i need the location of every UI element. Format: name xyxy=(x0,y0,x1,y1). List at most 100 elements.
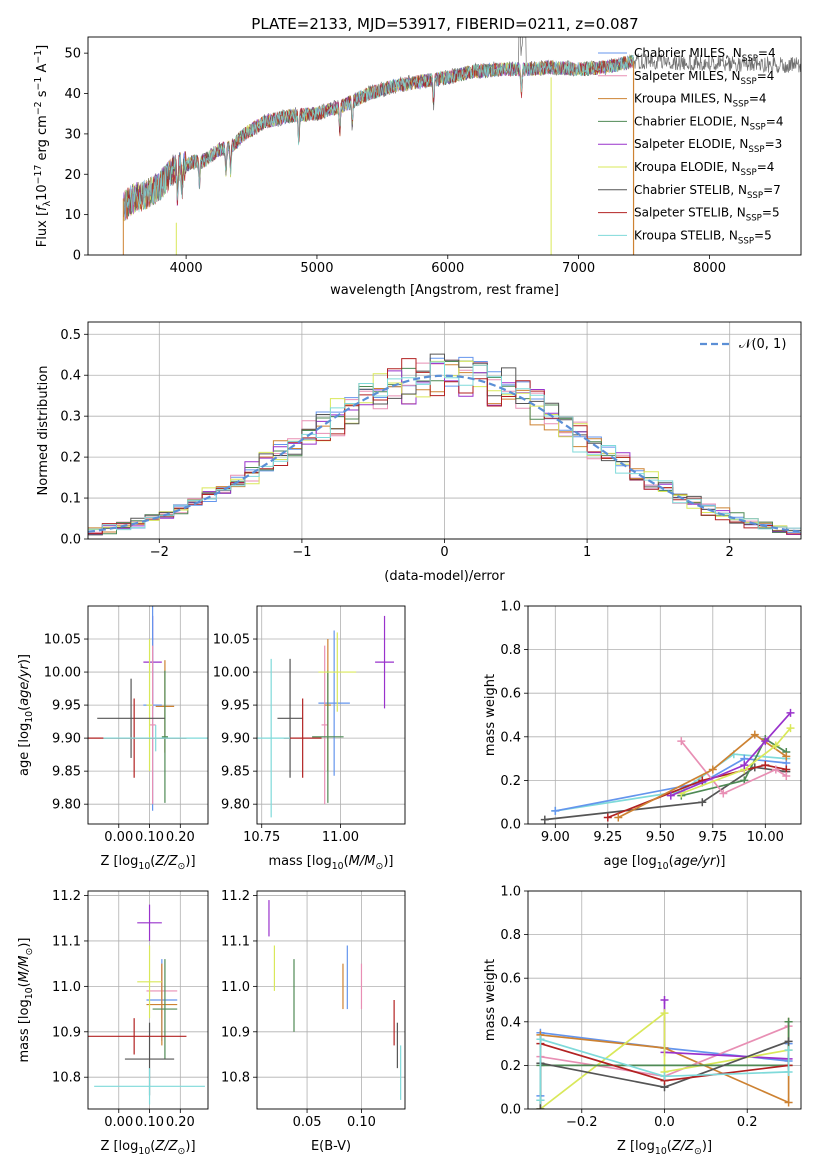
x-tick-label: 7000 xyxy=(562,261,595,276)
y-tick-label: 0.0 xyxy=(60,533,81,548)
y-tick-label: 0.6 xyxy=(500,687,521,702)
mass-weight-marker xyxy=(786,708,795,717)
y-tick-label: 0.3 xyxy=(60,410,81,425)
x-tick-label: −0.2 xyxy=(566,1115,598,1130)
panel-massweight-vs-age: 9.00 9.25 9.50 9.75 10.00 0.0 0.2 0.4 0.6 0.8 1.0 a… xyxy=(483,600,802,872)
x-tick-label: 0.10 xyxy=(135,1115,164,1130)
legend-entry: Chabrier MILES, NSSP=4 xyxy=(634,46,776,64)
x-axis-label: Z [log10(Z/Z⊙)] xyxy=(100,854,195,872)
y-axis-label: Normed distribution xyxy=(36,366,51,496)
x-tick-label: −1 xyxy=(292,545,311,560)
x-axis-label: wavelength [Angstrom, rest frame] xyxy=(330,283,559,298)
y-axis-label: mass [log10(M/M⊙)] xyxy=(17,938,35,1063)
mass-weight-line xyxy=(670,712,792,797)
axes-frame xyxy=(527,890,802,1110)
model-spectrum-line xyxy=(123,55,634,222)
mass-weight-line xyxy=(680,740,787,795)
model-spectrum-line xyxy=(123,54,634,215)
y-tick-label: 9.85 xyxy=(221,765,250,780)
y-tick-label: 10.9 xyxy=(52,1025,81,1040)
mass-weight-marker xyxy=(719,789,728,798)
axes-frame xyxy=(87,321,802,540)
mass-weight-marker xyxy=(708,765,717,774)
legend-entry: Salpeter MILES, NSSP=4 xyxy=(634,69,774,87)
legend-entry: Kroupa STELIB, NSSP=5 xyxy=(634,228,772,246)
y-tick-label: 10.05 xyxy=(213,633,250,648)
y-tick-label: 0.8 xyxy=(500,643,521,658)
model-spectrum-line xyxy=(123,56,634,218)
plot-area xyxy=(257,615,394,818)
x-tick-label: 9.50 xyxy=(646,830,675,845)
x-axis-label: mass [log10(M/M⊙)] xyxy=(269,854,394,872)
x-tick-label: 0.10 xyxy=(347,1115,376,1130)
plot-area xyxy=(540,708,795,824)
mass-weight-marker xyxy=(784,1037,793,1046)
mass-weight-marker xyxy=(666,791,675,800)
legend-entry: Salpeter STELIB, NSSP=5 xyxy=(634,206,780,224)
y-tick-label: 10.9 xyxy=(221,1025,250,1040)
plot-area xyxy=(88,904,205,1105)
y-tick-label: 30 xyxy=(64,127,81,142)
y-tick-label: 0.2 xyxy=(500,774,521,789)
x-tick-label: 0.00 xyxy=(104,1115,133,1130)
y-tick-label: 10.8 xyxy=(52,1071,81,1086)
mass-weight-line xyxy=(539,1011,789,1109)
mass-weight-marker xyxy=(698,798,707,807)
y-tick-label: 0.2 xyxy=(60,451,81,466)
y-tick-label: 9.80 xyxy=(221,798,250,813)
mass-weight-line xyxy=(617,733,787,819)
y-axis-label: age [log10(age/yr)] xyxy=(17,654,35,776)
gaussian-reference-line xyxy=(88,374,801,533)
x-tick-label: 11.00 xyxy=(322,830,359,845)
x-axis-label: E(B-V) xyxy=(311,1139,351,1154)
x-tick-label: 8000 xyxy=(693,261,726,276)
y-tick-label: 0.8 xyxy=(500,928,521,943)
mass-weight-marker xyxy=(677,737,686,746)
x-tick-label: 10.75 xyxy=(243,830,280,845)
plot-area xyxy=(88,353,801,536)
legend: Chabrier MILES, NSSP=4 Salpeter MILES, NS… xyxy=(598,46,783,246)
x-tick-label: 6000 xyxy=(431,261,464,276)
y-tick-label: 0.4 xyxy=(500,1015,521,1030)
mass-weight-marker xyxy=(784,1017,793,1026)
mass-weight-marker xyxy=(786,724,795,733)
mass-weight-marker xyxy=(660,1009,669,1018)
mass-weight-marker xyxy=(784,1046,793,1055)
residual-histogram-step xyxy=(88,358,801,535)
y-tick-label: 0.4 xyxy=(60,369,81,384)
y-tick-label: 0.0 xyxy=(500,818,521,833)
y-tick-label: 40 xyxy=(64,87,81,102)
mass-weight-line xyxy=(680,727,792,795)
axes-frame xyxy=(87,36,802,256)
y-tick-label: 10.00 xyxy=(44,666,81,681)
x-tick-label: 9.25 xyxy=(593,830,622,845)
model-spectrum-line xyxy=(123,54,634,215)
mass-weight-marker xyxy=(660,996,669,1004)
y-tick-label: 10.05 xyxy=(44,633,81,648)
legend-entry: Chabrier ELODIE, NSSP=4 xyxy=(634,114,783,132)
mass-weight-marker xyxy=(761,761,770,770)
mass-weight-marker xyxy=(750,730,759,739)
plot-area xyxy=(536,996,793,1109)
mass-weight-marker xyxy=(536,1035,545,1044)
y-tick-label: 0.4 xyxy=(500,730,521,745)
y-tick-label: 9.85 xyxy=(52,765,81,780)
plot-area xyxy=(122,37,801,255)
mass-weight-marker xyxy=(761,737,770,746)
x-tick-label: 1 xyxy=(583,545,591,560)
y-tick-label: 9.95 xyxy=(52,699,81,714)
x-tick-label: 0.20 xyxy=(166,830,195,845)
legend-entry: 𝒩(0, 1) xyxy=(739,337,786,352)
y-tick-label: 9.90 xyxy=(221,732,250,747)
figure-title: PLATE=2133, MJD=53917, FIBERID=0211, z=0… xyxy=(251,15,638,33)
y-tick-label: 11.0 xyxy=(221,980,250,995)
y-axis-label: Flux [fλ10−17 erg cm−2 s−1 A−1] xyxy=(33,45,53,247)
x-tick-label: −2 xyxy=(150,545,169,560)
x-tick-label: 9.00 xyxy=(541,830,570,845)
axes-frame xyxy=(87,890,209,1110)
legend-entry: Kroupa MILES, NSSP=4 xyxy=(634,92,767,110)
x-tick-label: 0 xyxy=(440,545,448,560)
x-axis-label: Z [log10(Z/Z⊙)] xyxy=(617,1139,712,1157)
